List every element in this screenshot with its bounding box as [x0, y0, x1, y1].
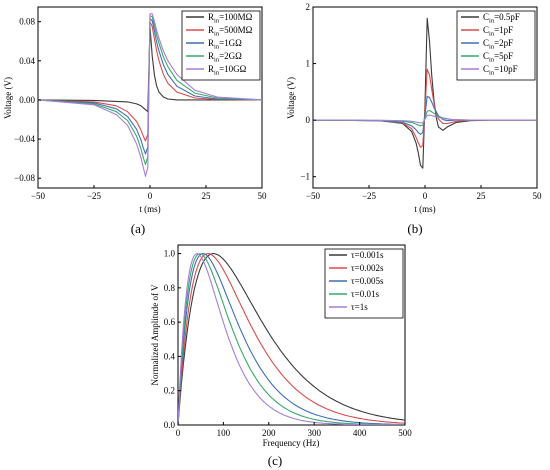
chart-a-legend-label: Rin=10GΩ — [208, 64, 247, 77]
chart-c-ytick-label: 1.0 — [164, 249, 176, 259]
chart-c-xtick-label: 500 — [398, 428, 412, 438]
chart-b-series-line — [313, 68, 537, 148]
chart-b: −50 −25 0 25 50 −1 0 1 2 t (ms) Voltage (V) Cin=… — [286, 2, 542, 236]
chart-a: −50 −25 0 25 50 −0.08 −0.04 0.00 0.04 0.08 t (ms)… — [3, 6, 267, 236]
chart-b-ticks: −50 −25 0 25 50 −1 0 1 2 — [300, 2, 542, 201]
chart-c-legend-label: τ=0.01s — [351, 289, 379, 299]
chart-a-legend-label: Rin=100MΩ — [208, 12, 253, 25]
chart-a-series-line — [38, 13, 262, 177]
chart-b-legend-label: Cin=1pF — [483, 25, 513, 38]
chart-c-ytick-label: 0.0 — [164, 420, 176, 430]
chart-a-ytick-label: 0.04 — [19, 56, 35, 66]
chart-c-ytick-label: 0.8 — [164, 283, 176, 293]
chart-c-ytick-label: 0.6 — [164, 317, 176, 327]
chart-c-ytick-label: 0.2 — [164, 386, 175, 396]
chart-c-xtick-label: 0 — [176, 428, 181, 438]
chart-a-series-line — [38, 26, 262, 113]
chart-c-xtick-label: 100 — [217, 428, 231, 438]
chart-a-ticks: −50 −25 0 25 50 −0.08 −0.04 0.00 0.04 0.08 — [14, 17, 267, 201]
chart-c-legend-label: τ=0.002s — [351, 263, 384, 273]
chart-a-ytick-label: −0.04 — [14, 134, 35, 144]
chart-b-ytick-label: −1 — [300, 172, 310, 182]
chart-a-xtick-label: 0 — [148, 191, 153, 201]
panel-label-c: (c) — [268, 453, 282, 468]
chart-a-legend-label: Rin=1GΩ — [208, 38, 242, 51]
chart-c-legend: τ=0.001s τ=0.002s τ=0.005s τ=0.01s τ=1s — [324, 248, 404, 319]
chart-b-xtick-label: −50 — [306, 191, 321, 201]
panel-label-a: (a) — [131, 221, 145, 236]
chart-c-xtick-label: 300 — [307, 428, 321, 438]
chart-a-ytick-label: −0.08 — [14, 173, 35, 183]
chart-b-xtick-label: 50 — [533, 191, 543, 201]
chart-a-xtick-label: −25 — [87, 191, 102, 201]
chart-a-series-line — [38, 21, 262, 142]
chart-a-legend-label: Rin=2GΩ — [208, 51, 242, 64]
chart-c-ticks: 0 100 200 300 400 500 0.0 0.2 0.4 0.6 0.8 1.0 — [164, 249, 413, 438]
chart-b-xtick-label: 25 — [477, 191, 487, 201]
chart-c-plot-area — [178, 253, 405, 425]
chart-c-series-line — [178, 253, 405, 425]
chart-a-plot-area — [38, 13, 262, 177]
chart-a-ylabel: Voltage (V) — [3, 77, 13, 119]
chart-a-xlabel: t (ms) — [139, 204, 160, 214]
chart-c-series-line — [178, 253, 405, 425]
chart-b-ytick-label: 0 — [306, 115, 311, 125]
chart-b-legend-label: Cin=0.5pF — [483, 12, 520, 25]
chart-b-ylabel: Voltage (V) — [286, 77, 296, 119]
chart-c-ylabel: Normalized Amplitude of V — [150, 284, 160, 386]
chart-c-xtick-label: 400 — [353, 428, 367, 438]
chart-a-legend-label: Rin=500MΩ — [208, 25, 253, 38]
chart-c-legend-label: τ=1s — [351, 302, 368, 312]
chart-a-ytick-label: 0.00 — [19, 95, 35, 105]
chart-c-series-line — [178, 253, 405, 425]
chart-a-xtick-label: 50 — [258, 191, 268, 201]
chart-b-series-line — [313, 17, 537, 169]
chart-b-xtick-label: 0 — [423, 191, 428, 201]
chart-c-frame — [177, 244, 406, 426]
chart-c-legend-label: τ=0.001s — [351, 250, 384, 260]
chart-a-series-line — [38, 15, 262, 166]
chart-b-xlabel: t (ms) — [414, 204, 435, 214]
chart-b-legend-label: Cin=2pF — [483, 38, 513, 51]
chart-c-xtick-label: 200 — [262, 428, 276, 438]
panel-label-b: (b) — [407, 221, 422, 236]
chart-b-plot-area — [313, 17, 537, 169]
chart-c-xlabel: Frequency (Hz) — [263, 438, 320, 448]
chart-a-series-line — [38, 18, 262, 155]
chart-a-xtick-label: −50 — [31, 191, 46, 201]
chart-a-ytick-label: 0.08 — [19, 17, 35, 27]
chart-c-legend-label: τ=0.005s — [351, 276, 384, 286]
chart-c: 0 100 200 300 400 500 0.0 0.2 0.4 0.6 0.8 1.0 Frequ… — [150, 244, 413, 468]
chart-c-series-line — [178, 253, 405, 425]
chart-b-ytick-label: 2 — [306, 2, 311, 12]
chart-b-legend-label: Cin=5pF — [483, 51, 513, 64]
chart-b-ytick-label: 1 — [306, 59, 311, 69]
chart-b-series-line — [313, 114, 537, 124]
chart-a-xtick-label: 25 — [202, 191, 212, 201]
chart-c-ytick-label: 0.4 — [164, 351, 176, 361]
chart-b-legend-label: Cin=10pF — [483, 64, 518, 77]
chart-b-xtick-label: −25 — [362, 191, 377, 201]
